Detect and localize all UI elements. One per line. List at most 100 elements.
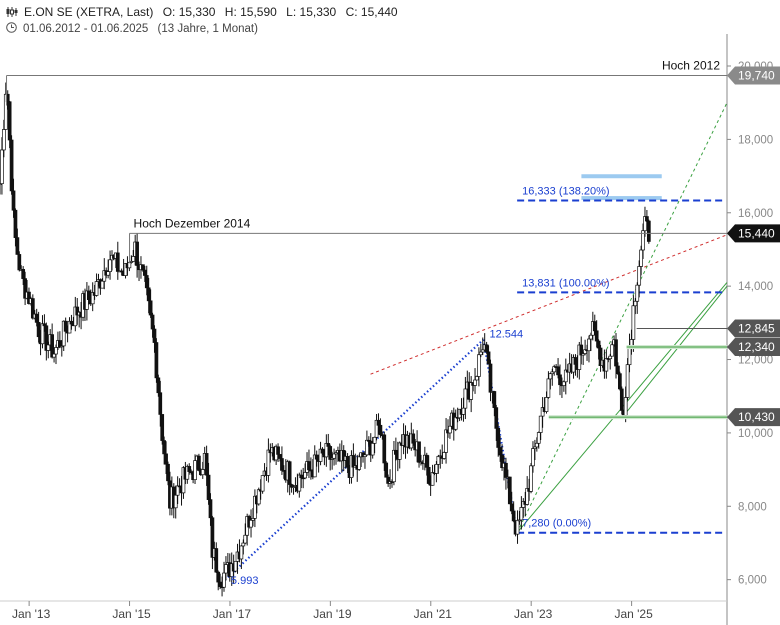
candle-body: [218, 581, 222, 587]
x-tick-label: Jan '15: [112, 607, 151, 621]
candle-body: [193, 460, 197, 481]
y-tick-label: 8,000: [738, 501, 767, 513]
candle-body: [266, 449, 271, 476]
price-tag-label: 12,340: [738, 340, 775, 354]
candle-body: [318, 448, 323, 462]
candle-body: [210, 517, 215, 558]
candle-body: [162, 440, 166, 455]
candle-body: [442, 452, 446, 459]
high-value: H: 15,590: [224, 5, 277, 19]
candle-body: [106, 271, 110, 276]
candle-body: [646, 220, 651, 242]
candle-body: [3, 93, 8, 130]
target-zone-bar: [581, 196, 662, 201]
x-tick-label: Jan '13: [12, 607, 51, 621]
candle-body: [299, 474, 304, 479]
candle-body: [641, 230, 645, 251]
candle-body: [507, 476, 512, 505]
candle-body: [384, 462, 389, 478]
candle-body: [287, 461, 292, 485]
candle-body: [142, 269, 147, 276]
candle-body: [69, 320, 74, 325]
open-value: O: 15,330: [162, 5, 216, 19]
candle-body: [392, 449, 396, 483]
candle-body: [531, 448, 535, 467]
candle-body: [141, 264, 145, 271]
candle-body: [534, 442, 539, 448]
candle-body: [604, 358, 609, 372]
candle-body: [376, 419, 381, 426]
candle-body: [619, 388, 624, 411]
price-tag: [727, 66, 780, 85]
candle-body: [50, 334, 54, 358]
candle-body: [9, 139, 14, 192]
candle-body: [511, 510, 516, 522]
candle-body: [610, 344, 614, 357]
candle-body: [492, 391, 497, 408]
candle-body: [345, 455, 350, 468]
candle-body: [197, 455, 201, 471]
candle-body: [498, 447, 502, 456]
y-tick-label: 18,000: [738, 134, 773, 146]
candle-body: [160, 414, 165, 441]
candle-body: [307, 461, 311, 471]
candle-body: [448, 425, 452, 434]
candle-body: [608, 355, 613, 360]
candle-body: [135, 241, 139, 266]
candle-body: [154, 342, 159, 379]
level-label: Hoch Dezember 2014: [134, 216, 251, 230]
price-tag: [727, 338, 780, 357]
candle-body: [645, 216, 649, 222]
candle-body: [175, 485, 180, 496]
candle-body: [63, 320, 68, 332]
candle-body: [637, 266, 642, 286]
y-tick-label: 12,000: [738, 355, 773, 367]
candle-body: [332, 453, 336, 459]
candle-body: [548, 373, 553, 380]
candle-body: [222, 572, 226, 588]
candle-body: [100, 280, 105, 289]
price-tag-label: 10,430: [738, 410, 775, 424]
candle-body: [496, 428, 501, 448]
chart-date-range: 01.06.2012 - 01.06.2025 (13 Jahre, 1 Mon…: [6, 22, 264, 36]
candle-body: [11, 190, 16, 211]
candle-body: [444, 429, 448, 453]
candle-body: [249, 519, 253, 528]
chart-header: E.ON SE (XETRA, Last) O: 15,330 H: 15,59…: [6, 5, 404, 20]
candle-body: [397, 442, 402, 460]
candle-body: [544, 397, 549, 412]
candle-body: [461, 407, 466, 415]
fib-level-label: 7,280 (0.00%): [522, 518, 591, 530]
y-tick-label: 16,000: [738, 208, 773, 220]
candle-body: [260, 475, 265, 492]
candle-body: [243, 534, 248, 544]
candle-body: [484, 344, 489, 353]
clock-icon: [6, 22, 17, 36]
candle-body: [61, 320, 66, 347]
candle-body: [558, 374, 562, 386]
candle-body: [204, 453, 209, 476]
candle-body: [614, 339, 618, 367]
candle-body: [519, 507, 524, 521]
candle-body: [635, 284, 640, 302]
candle-body: [152, 328, 157, 343]
duration: (13 Jahre, 1 Monat): [157, 23, 258, 36]
candle-body: [328, 446, 333, 460]
candle-body: [453, 416, 458, 430]
price-tag: [727, 408, 780, 427]
candle-body: [278, 454, 282, 459]
candle-body: [86, 290, 91, 301]
candle-body: [200, 469, 205, 476]
candle-body: [187, 466, 192, 472]
candle-body: [515, 519, 520, 535]
candle-body: [426, 466, 431, 484]
candle-body: [411, 433, 416, 444]
candle-body: [633, 300, 638, 307]
y-tick-label: 14,000: [738, 281, 773, 293]
candle-body: [477, 354, 481, 377]
candle-body: [417, 441, 421, 463]
candle-body: [7, 101, 12, 141]
candle-body: [372, 436, 377, 444]
candle-body: [556, 366, 560, 376]
